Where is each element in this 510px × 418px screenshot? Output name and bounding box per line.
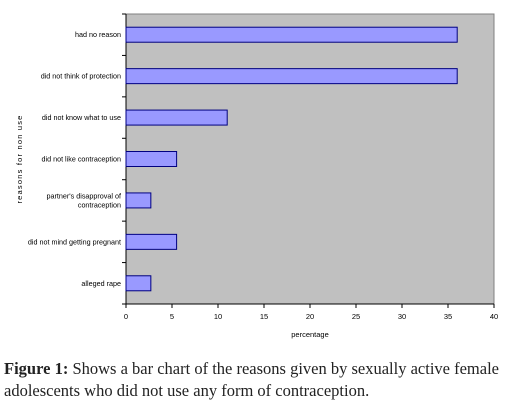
- category-label: did not know what to use: [42, 113, 121, 122]
- category-label-line: did not think of protection: [41, 72, 121, 81]
- category-label-line: did not know what to use: [42, 113, 121, 122]
- caption-figure-label: Figure 1:: [4, 359, 69, 378]
- category-label-line: did not like contraception: [41, 155, 121, 164]
- x-tick-label: 30: [398, 312, 406, 321]
- x-tick-label: 0: [124, 312, 128, 321]
- plot-area: [125, 13, 495, 305]
- category-label: did not like contraception: [41, 155, 121, 164]
- y-axis-title: reasons for non use: [15, 114, 24, 203]
- figure-caption: Figure 1: Shows a bar chart of the reaso…: [4, 358, 504, 402]
- category-label-line: contraception: [78, 200, 121, 209]
- category-label-line: had no reason: [75, 30, 121, 39]
- x-tick-label: 5: [170, 312, 174, 321]
- category-label: had no reason: [75, 30, 121, 39]
- caption-text: Shows a bar chart of the reasons given b…: [4, 359, 499, 400]
- category-label-line: alleged rape: [81, 279, 121, 288]
- x-tick-label: 25: [352, 312, 360, 321]
- x-tick-label: 35: [444, 312, 452, 321]
- bar: [125, 275, 152, 292]
- bar: [125, 233, 178, 250]
- category-label: partner's disapproval of contraception: [47, 191, 122, 209]
- x-tick-label: 15: [260, 312, 268, 321]
- bar: [125, 151, 178, 167]
- bar: [125, 192, 152, 209]
- category-label: did not think of protection: [41, 72, 121, 81]
- x-tick-label: 10: [214, 312, 222, 321]
- bar: [125, 26, 458, 43]
- bar: [125, 68, 458, 85]
- bar: [125, 109, 228, 126]
- category-label: alleged rape: [81, 279, 121, 288]
- category-label-line: did not mind getting pregnant: [28, 237, 121, 246]
- x-tick-label: 20: [306, 312, 314, 321]
- x-axis-title: percentage: [291, 330, 329, 339]
- x-tick-label: 40: [490, 312, 498, 321]
- category-label-line: partner's disapproval of: [47, 191, 122, 200]
- bar-chart: had no reason did not think of protection…: [15, 13, 498, 339]
- category-label: did not mind getting pregnant: [28, 237, 121, 246]
